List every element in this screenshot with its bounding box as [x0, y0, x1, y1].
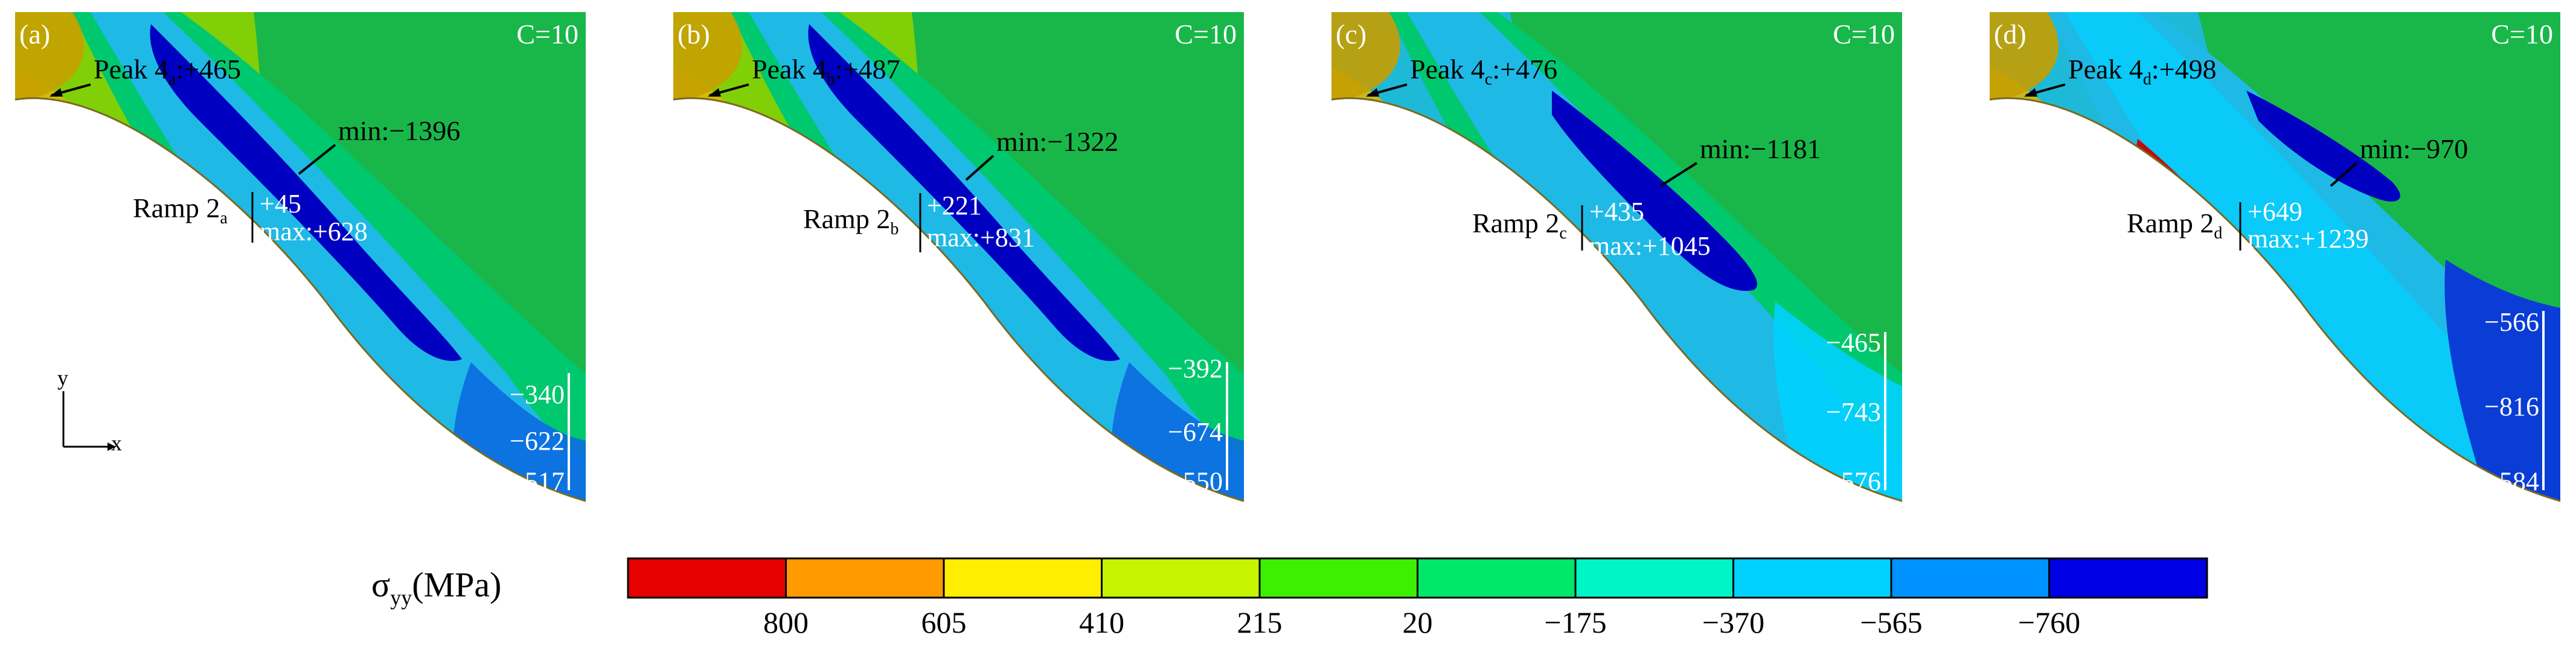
peak-arrowhead-c — [1366, 88, 1379, 97]
peak-label-b: Peak 4b:+487 — [752, 54, 900, 89]
edge-value-c-3: −576 — [1826, 467, 1881, 496]
colorbar-cell-10 — [2048, 557, 2208, 599]
peak-label-d: Peak 4d:+498 — [2068, 54, 2217, 89]
ramp-value-c: +435 — [1589, 197, 1644, 226]
colorbar-tick-5: 20 — [1403, 605, 1433, 639]
min-arrow-c — [1659, 162, 1698, 187]
colorbar-cell-7 — [1574, 557, 1734, 599]
panel-tag-b: (b) — [678, 19, 710, 50]
colorbar-cell-2 — [785, 557, 945, 599]
ramp-label-d: Ramp 2d — [2127, 208, 2222, 243]
panel-tag-c: (c) — [1336, 19, 1366, 50]
panel-c: (c) C=10 Peak 4c:+476 min:−1181 Ramp 2c … — [1331, 12, 1903, 502]
edge-value-a-3: −517 — [510, 467, 565, 496]
min-arrow-b — [965, 155, 995, 181]
colorbar-tick-8: −565 — [1860, 605, 1922, 639]
colorbar-tick-4: 215 — [1237, 605, 1283, 639]
edge-value-b-3: −550 — [1168, 467, 1223, 496]
panel-b: (b) C=10 Peak 4b:+487 min:−1322 Ramp 2b … — [673, 12, 1245, 502]
ramp-label-c: Ramp 2c — [1472, 208, 1567, 243]
edge-value-a-2: −622 — [510, 426, 565, 456]
peak-arrowhead-b — [708, 88, 721, 97]
panel-a: (a) C=10 Peak 4a:+465 min:−1396 Ramp 2a … — [14, 12, 586, 502]
colorbar-tick-1: 800 — [763, 605, 809, 639]
contour-field-b — [673, 12, 1244, 501]
airfoil-edge-b — [673, 97, 1245, 502]
min-label-c: min:−1181 — [1700, 133, 1821, 164]
x-axis-arrowhead — [107, 442, 116, 451]
coef-label-c: C=10 — [1833, 19, 1895, 50]
airfoil-edge-c — [1331, 97, 1903, 502]
colorbar-cell-8 — [1732, 557, 1892, 599]
panel-d: (d) C=10 Peak 4d:+498 min:−970 Ramp 2d +… — [1989, 12, 2561, 502]
colorbar-cells — [627, 557, 2208, 599]
colorbar-title: σyy(MPa) — [371, 565, 501, 610]
airfoil-edge-a — [14, 97, 586, 502]
colorbar-cell-5 — [1258, 557, 1418, 599]
min-label-b: min:−1322 — [996, 126, 1118, 157]
edge-value-d-2: −816 — [2484, 392, 2539, 421]
airfoil-edge-d — [1989, 97, 2561, 502]
peak-arrowhead-a — [50, 88, 63, 97]
max-label-b: max:+831 — [927, 223, 1035, 252]
ramp-value-a: +45 — [260, 189, 301, 219]
edge-value-c-2: −743 — [1826, 397, 1881, 427]
contour-field-d — [1990, 12, 2560, 501]
colorbar-tick-2: 605 — [921, 605, 967, 639]
colorbar-ticks: 800 605 410 215 20 −175 −370 −565 −760 — [763, 605, 2080, 639]
min-arrow-d — [2330, 162, 2358, 187]
edge-value-b-2: −674 — [1168, 417, 1223, 447]
contour-field-a — [15, 12, 586, 501]
min-label-a: min:−1396 — [338, 115, 460, 146]
min-label-d: min:−970 — [2360, 133, 2468, 164]
peak-label-c: Peak 4c:+476 — [1410, 54, 1557, 89]
ramp-value-b: +221 — [927, 191, 982, 220]
panel-tag-a: (a) — [19, 19, 50, 50]
peak-arrowhead-d — [2024, 88, 2037, 97]
ramp-value-d: +649 — [2248, 197, 2302, 226]
colorbar-cell-9 — [1890, 557, 2050, 599]
edge-value-c-1: −465 — [1826, 328, 1881, 357]
x-axis-label: x — [111, 431, 122, 455]
max-label-a: max:+628 — [260, 217, 368, 246]
colorbar-cell-4 — [1101, 557, 1261, 599]
colorbar-tick-6: −175 — [1544, 605, 1606, 639]
min-arrow-a — [298, 144, 336, 175]
edge-value-d-3: −584 — [2484, 467, 2539, 496]
edge-value-d-1: −566 — [2484, 307, 2539, 337]
max-label-c: max:+1045 — [1589, 231, 1711, 261]
ramp-label-b: Ramp 2b — [803, 203, 899, 238]
colorbar-cell-1 — [627, 557, 787, 599]
edge-value-a-1: −340 — [510, 380, 565, 409]
coef-label-b: C=10 — [1174, 19, 1237, 50]
colorbar-cell-6 — [1417, 557, 1577, 599]
ramp-label-a: Ramp 2a — [133, 193, 228, 228]
coef-label-d: C=10 — [2491, 19, 2553, 50]
coef-label-a: C=10 — [516, 19, 578, 50]
max-label-d: max:+1239 — [2248, 224, 2369, 254]
panel-tag-d: (d) — [1994, 19, 2027, 50]
colorbar-tick-3: 410 — [1079, 605, 1124, 639]
coordinate-axes: y x — [57, 366, 122, 455]
colorbar-cell-3 — [943, 557, 1103, 599]
colorbar-legend: σyy(MPa) 800 605 410 215 20 −175 −370 −565 −760 — [371, 557, 2208, 639]
peak-label-a: Peak 4a:+465 — [94, 54, 241, 89]
edge-value-b-1: −392 — [1168, 354, 1223, 383]
colorbar-tick-9: −760 — [2018, 605, 2080, 639]
colorbar-tick-7: −370 — [1702, 605, 1764, 639]
y-axis-label: y — [57, 366, 68, 390]
